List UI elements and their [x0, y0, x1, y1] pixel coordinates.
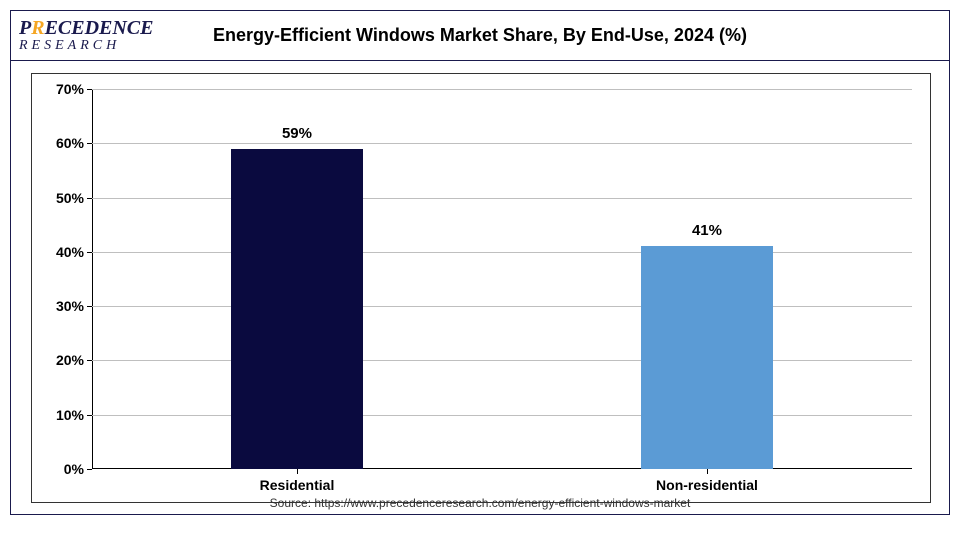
y-tick-label: 70%: [56, 81, 84, 97]
y-tick-label: 30%: [56, 298, 84, 314]
logo-line2: RESEARCH: [19, 38, 169, 54]
y-tick-mark: [87, 415, 92, 416]
bar: 59%: [231, 149, 362, 469]
y-tick-mark: [87, 143, 92, 144]
source-text: Source: https://www.precedenceresearch.c…: [11, 496, 949, 510]
y-tick-label: 10%: [56, 407, 84, 423]
y-tick-label: 60%: [56, 135, 84, 151]
y-tick-label: 0%: [64, 461, 84, 477]
y-tick-mark: [87, 89, 92, 90]
y-tick-label: 50%: [56, 190, 84, 206]
plot-region: 0%10%20%30%40%50%60%70%59%Residential41%…: [92, 89, 912, 469]
logo-pre: P: [19, 17, 31, 39]
bar: 41%: [641, 246, 772, 469]
grid-line: [92, 306, 912, 307]
grid-line: [92, 360, 912, 361]
brand-logo: PRECEDENCE RESEARCH: [19, 17, 169, 54]
y-tick-mark: [87, 198, 92, 199]
grid-line: [92, 143, 912, 144]
x-tick-label: Non-residential: [656, 477, 758, 493]
grid-line: [92, 415, 912, 416]
y-tick-mark: [87, 469, 92, 470]
logo-orange: R: [31, 17, 44, 39]
y-tick-mark: [87, 306, 92, 307]
bar-value-label: 59%: [231, 125, 362, 142]
chart-frame: PRECEDENCE RESEARCH Energy-Efficient Win…: [10, 10, 950, 515]
header-row: PRECEDENCE RESEARCH Energy-Efficient Win…: [11, 11, 949, 61]
logo-post: ECEDENCE: [45, 17, 154, 39]
grid-line: [92, 252, 912, 253]
grid-line: [92, 89, 912, 90]
x-axis: [92, 468, 912, 469]
x-tick-mark: [707, 469, 708, 474]
chart-area: 0% 10% 20% 30% 40% 50% 60% 70% 59% Residential 41%…: [31, 73, 931, 503]
bar-value-label: 41%: [641, 222, 772, 239]
grid-line: [92, 198, 912, 199]
y-axis: [92, 89, 93, 469]
x-tick-label: Residential: [260, 477, 335, 493]
y-tick-mark: [87, 360, 92, 361]
y-tick-label: 40%: [56, 244, 84, 260]
y-tick-mark: [87, 252, 92, 253]
logo-line1: PRECEDENCE: [19, 17, 169, 40]
x-tick-mark: [297, 469, 298, 474]
y-tick-label: 20%: [56, 352, 84, 368]
